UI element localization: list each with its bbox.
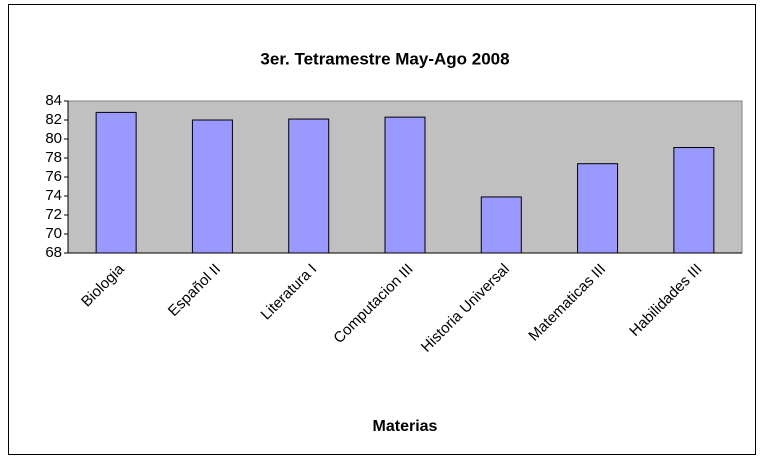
bar [384, 116, 426, 254]
bar [95, 111, 137, 254]
bar [288, 118, 330, 254]
y-tick-label: 70 [45, 225, 62, 242]
y-tick-label: 74 [45, 187, 62, 204]
y-tick-label: 82 [45, 111, 62, 128]
bar [480, 196, 522, 254]
y-tick-label: 68 [45, 244, 62, 261]
y-tick-label: 80 [45, 130, 62, 147]
bar [191, 119, 233, 254]
bar [673, 147, 715, 254]
y-tick-label: 72 [45, 206, 62, 223]
y-tick-label: 78 [45, 149, 62, 166]
x-axis-label: Materias [373, 418, 438, 435]
chart-title: 3er. Tetramestre May-Ago 2008 [260, 49, 509, 68]
y-tick-label: 76 [45, 168, 62, 185]
y-tick-label: 84 [45, 92, 62, 109]
bar [577, 163, 619, 254]
